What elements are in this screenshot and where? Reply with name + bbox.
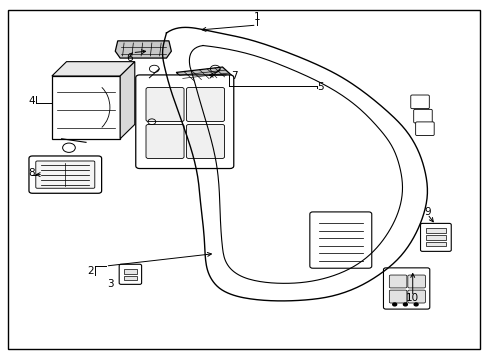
FancyBboxPatch shape	[410, 95, 428, 109]
Circle shape	[403, 303, 407, 306]
FancyBboxPatch shape	[146, 125, 183, 158]
FancyBboxPatch shape	[119, 264, 142, 284]
Text: 9: 9	[423, 207, 430, 217]
FancyBboxPatch shape	[388, 275, 406, 288]
Text: 2: 2	[87, 266, 94, 276]
Polygon shape	[52, 62, 135, 76]
Polygon shape	[115, 41, 171, 58]
Text: 6: 6	[126, 53, 133, 63]
FancyBboxPatch shape	[146, 87, 183, 122]
Text: 3: 3	[107, 279, 114, 289]
FancyBboxPatch shape	[415, 122, 433, 135]
FancyBboxPatch shape	[29, 156, 102, 193]
FancyBboxPatch shape	[420, 224, 450, 251]
Text: 5: 5	[316, 82, 323, 92]
FancyBboxPatch shape	[309, 212, 371, 268]
FancyBboxPatch shape	[383, 268, 429, 309]
Polygon shape	[120, 62, 135, 139]
Bar	[52, 76, 120, 139]
FancyBboxPatch shape	[388, 290, 406, 303]
Bar	[425, 242, 445, 246]
Polygon shape	[176, 67, 232, 81]
FancyBboxPatch shape	[186, 125, 224, 158]
Bar	[425, 228, 445, 233]
FancyBboxPatch shape	[186, 87, 224, 122]
FancyBboxPatch shape	[36, 161, 95, 188]
Text: 7: 7	[231, 71, 238, 81]
Bar	[124, 269, 137, 274]
Circle shape	[413, 303, 417, 306]
Bar	[124, 276, 137, 280]
Text: 10: 10	[406, 293, 418, 303]
FancyBboxPatch shape	[407, 275, 425, 288]
Text: 8: 8	[28, 168, 35, 178]
Text: 1: 1	[253, 12, 260, 22]
FancyBboxPatch shape	[136, 75, 233, 168]
FancyBboxPatch shape	[413, 109, 431, 123]
FancyBboxPatch shape	[407, 290, 425, 303]
Circle shape	[392, 303, 396, 306]
Text: 4: 4	[28, 96, 35, 106]
Bar	[425, 235, 445, 239]
